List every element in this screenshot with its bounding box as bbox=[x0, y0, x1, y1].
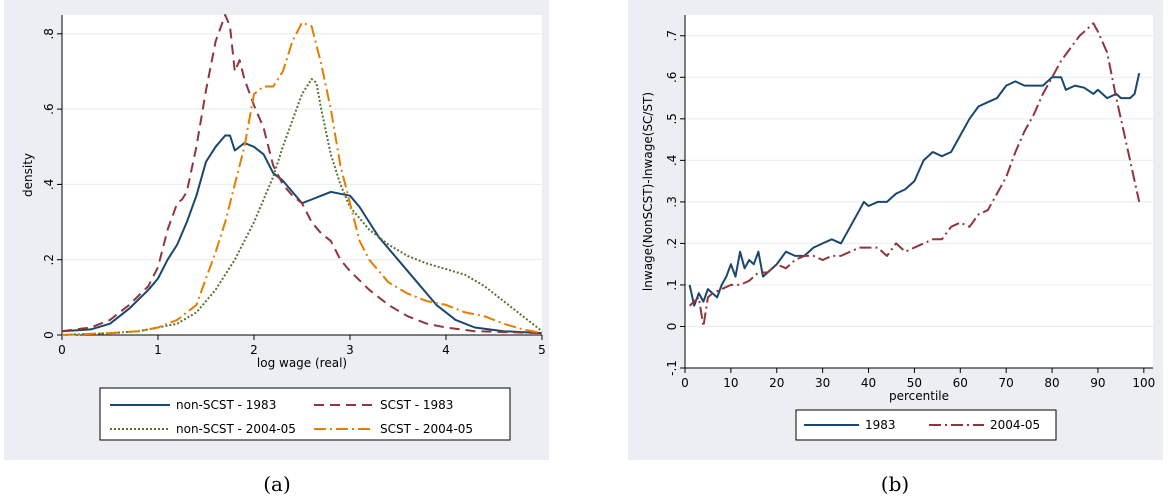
series-line-1 bbox=[61, 134, 543, 335]
x-tick-label: 70 bbox=[999, 376, 1014, 390]
y-tick-label: 0 bbox=[665, 323, 679, 331]
x-tick-label: 80 bbox=[1044, 376, 1059, 390]
series-line-2 bbox=[61, 14, 543, 335]
x-axis-label: log wage (real) bbox=[257, 356, 347, 370]
legend-label-2: 2004-05 bbox=[990, 418, 1040, 432]
chart-panel-b: -.1 0.1.2.3.4.5.6.7 0 10 20 30 40 50 60 70 80 90 100… bbox=[628, 0, 1163, 460]
y-tick-label: .7 bbox=[665, 30, 679, 41]
x-tick-label: 0 bbox=[58, 343, 66, 357]
density-chart: 0 .2 .4 .6 .8 0 1 2 3 4 5 log wage (real) density non… bbox=[21, 14, 546, 441]
x-tick-label: 90 bbox=[1090, 376, 1105, 390]
legend-label-1: non-SCST - 1983 bbox=[176, 398, 276, 412]
x-tick-label: 4 bbox=[442, 343, 450, 357]
y-axis-label: lnwage(NonSCST)-lnwage(SC/ST) bbox=[641, 92, 655, 291]
caption-a: (a) bbox=[263, 472, 291, 496]
y-tick-label: .4 bbox=[42, 179, 56, 190]
y-tick-label: .2 bbox=[665, 238, 679, 249]
legend-label-3: non-SCST - 2004-05 bbox=[176, 422, 296, 436]
caption-b: (b) bbox=[880, 472, 910, 496]
legend-label-4: SCST - 2004-05 bbox=[380, 422, 473, 436]
y-tick-label: .1 bbox=[665, 279, 679, 290]
series-line-2 bbox=[688, 22, 1141, 328]
wage-gap-chart: -.10.1.2.3.4.5.6.70 10 20 30 40 50 60 70 80 90 100… bbox=[641, 15, 1155, 441]
x-tick-label: 0 bbox=[681, 376, 689, 390]
x-tick-label: 3 bbox=[346, 343, 354, 357]
y-tick-label: .4 bbox=[665, 155, 679, 166]
y-tick-label: .3 bbox=[665, 196, 679, 207]
y-tick-label: .6 bbox=[42, 103, 56, 114]
x-tick-label: 50 bbox=[907, 376, 922, 390]
x-axis-label: percentile bbox=[889, 389, 949, 403]
x-tick-label: 10 bbox=[723, 376, 738, 390]
x-tick-label: 1 bbox=[154, 343, 162, 357]
series-line-1 bbox=[688, 72, 1141, 307]
x-tick-label: 2 bbox=[250, 343, 258, 357]
legend-box bbox=[99, 387, 511, 441]
x-tick-label: 20 bbox=[769, 376, 784, 390]
legend-label-1: 1983 bbox=[865, 418, 896, 432]
x-tick-label: 100 bbox=[1132, 376, 1155, 390]
y-tick-label: -.1 bbox=[665, 360, 679, 376]
x-tick-label: 40 bbox=[861, 376, 876, 390]
legend-label-2: SCST - 1983 bbox=[380, 398, 453, 412]
x-tick-label: 30 bbox=[815, 376, 830, 390]
x-tick-label: 5 bbox=[538, 343, 546, 357]
plot-area bbox=[62, 15, 542, 335]
x-tick-label: 60 bbox=[953, 376, 968, 390]
plot-area bbox=[685, 15, 1153, 368]
y-tick-label: .6 bbox=[665, 72, 679, 83]
chart-panel-a: 0 .2 .4 .6 .8 0 1 2 3 4 5 log wage (real) density non… bbox=[4, 0, 549, 460]
y-tick-label: 0 bbox=[42, 331, 56, 339]
y-tick-label: .5 bbox=[665, 113, 679, 124]
y-tick-label: .2 bbox=[42, 254, 56, 265]
y-axis-label: density bbox=[21, 153, 35, 197]
y-tick-label: .8 bbox=[42, 28, 56, 39]
